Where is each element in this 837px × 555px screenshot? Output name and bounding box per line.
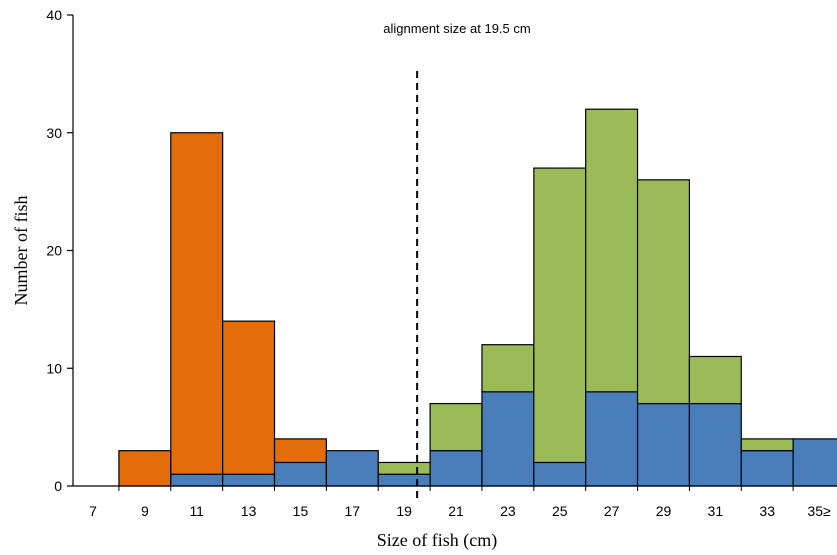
bars-group (118, 108, 837, 487)
bar-segment-29-series-3 (636, 179, 691, 405)
bar-segment-29-series-1 (636, 402, 691, 487)
bar-segment-13-series-2 (222, 320, 276, 475)
bar-segment-27-series-3 (585, 108, 639, 393)
x-tick-label: 11 (189, 503, 204, 519)
y-tick-label: 30 (46, 125, 62, 141)
bar-segment-15-series-2 (273, 438, 327, 464)
x-tick-label: 33 (759, 503, 775, 519)
x-tick-label: 21 (448, 503, 464, 519)
x-tick-label: 29 (656, 503, 672, 519)
bar-segment-15-series-1 (273, 461, 327, 487)
bar-segment-17-series-1 (325, 450, 379, 487)
bar-segment-27-series-1 (585, 391, 639, 487)
x-tick-label: 9 (141, 503, 149, 519)
bar-segment-35≥-series-1 (792, 438, 837, 487)
x-tick-label: 31 (708, 503, 724, 519)
y-tick-label: 20 (46, 243, 62, 259)
bar-segment-9-series-2 (118, 450, 172, 487)
bar-segment-33-series-1 (740, 450, 794, 487)
x-tick-label: 17 (345, 503, 361, 519)
x-tick-label: 27 (604, 503, 620, 519)
bar-segment-23-series-3 (481, 344, 535, 393)
y-tick-label: 40 (46, 7, 62, 23)
bar-segment-21-series-1 (429, 450, 483, 487)
bar-segment-13-series-1 (222, 473, 276, 487)
x-tick-label: 7 (89, 503, 97, 519)
x-tick-label: 19 (396, 503, 412, 519)
bar-segment-11-series-2 (170, 132, 224, 475)
bar-segment-19-series-3 (377, 461, 431, 475)
bar-segment-19-series-1 (377, 473, 431, 487)
y-ticks-group: 0 10 20 30 40 (46, 7, 73, 494)
bar-segment-11-series-1 (170, 473, 224, 487)
y-tick-label: 0 (54, 478, 62, 494)
y-axis-title: Number of fish (11, 196, 31, 306)
bar-segment-33-series-3 (740, 438, 794, 452)
x-tick-label: 15 (293, 503, 309, 519)
bar-segment-25-series-1 (533, 461, 587, 487)
x-tick-label: 35≥ (807, 503, 831, 519)
x-tick-label: 23 (500, 503, 516, 519)
x-ticks-group: 7 9 11 13 15 17 19 21 23 25 27 29 31 33 35≥ (89, 486, 831, 519)
bar-segment-21-series-3 (429, 402, 483, 452)
bar-segment-25-series-3 (533, 167, 587, 464)
bar-segment-23-series-1 (481, 391, 535, 487)
y-tick-label: 10 (46, 360, 62, 376)
reference-line-label: alignment size at 19.5 cm (383, 21, 530, 36)
x-axis-title: Size of fish (cm) (377, 530, 497, 551)
x-tick-label: 13 (241, 503, 257, 519)
x-tick-label: 25 (552, 503, 568, 519)
bar-segment-31-series-1 (688, 402, 742, 487)
bar-segment-31-series-3 (688, 355, 742, 405)
